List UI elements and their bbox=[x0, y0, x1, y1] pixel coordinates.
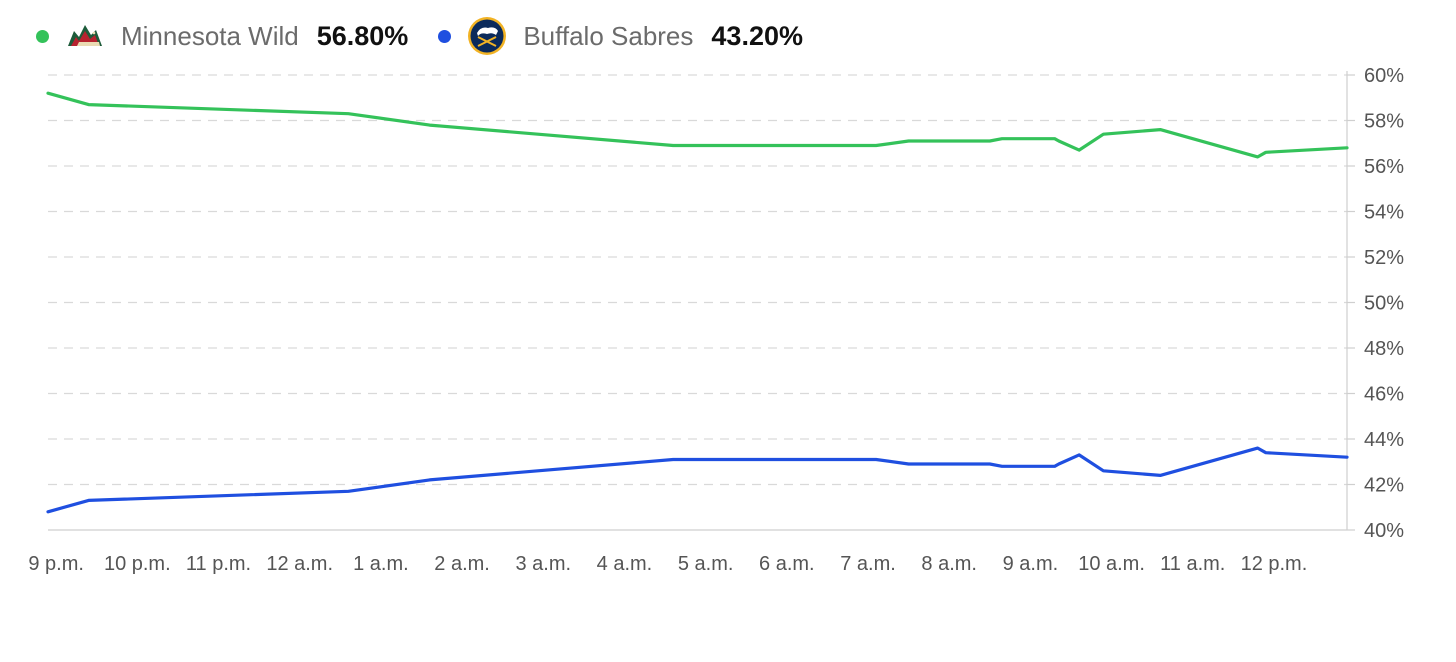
buffalo-sabres-pct: 43.20% bbox=[711, 20, 803, 51]
y-tick-label: 54% bbox=[1364, 202, 1404, 224]
y-tick-label: 52% bbox=[1364, 247, 1404, 269]
minnesota-wild-color-dot bbox=[36, 29, 49, 43]
chart-legend: Minnesota Wild 56.80% Buffalo Sabres 43.… bbox=[36, 14, 833, 58]
series-line-buffalo-sabres[interactable] bbox=[46, 446, 1349, 514]
y-tick-label: 56% bbox=[1364, 156, 1404, 178]
gridlines bbox=[48, 74, 1355, 531]
minnesota-wild-name: Minnesota Wild bbox=[121, 20, 299, 51]
y-tick-label: 46% bbox=[1364, 384, 1404, 406]
x-tick-label: 5 a.m. bbox=[678, 553, 734, 575]
series-lines bbox=[46, 91, 1349, 514]
minnesota-wild-pct: 56.80% bbox=[316, 20, 409, 51]
x-tick-label: 12 p.m. bbox=[1241, 553, 1308, 575]
x-tick-label: 12 a.m. bbox=[266, 553, 333, 575]
x-tick-label: 10 p.m. bbox=[104, 553, 171, 575]
x-tick-labels: 9 p.m. 10 p.m. 11 p.m. 12 a.m. 1 a.m. 2 a.m. 3… bbox=[28, 553, 1307, 575]
x-tick-label: 6 a.m. bbox=[759, 553, 815, 575]
x-tick-label: 11 a.m. bbox=[1160, 553, 1225, 575]
minnesota-wild-logo-icon bbox=[65, 16, 105, 56]
x-tick-label: 3 a.m. bbox=[515, 553, 571, 575]
y-tick-label: 50% bbox=[1364, 293, 1404, 315]
legend-item-minnesota-wild[interactable]: Minnesota Wild 56.80% bbox=[36, 16, 408, 56]
y-tick-labels: 60% 58% 56% 54% 52% 50% 48% 46% 44% 42% 40% bbox=[1364, 65, 1404, 542]
buffalo-sabres-color-dot bbox=[438, 29, 452, 43]
buffalo-sabres-name: Buffalo Sabres bbox=[523, 20, 694, 51]
series-line-minnesota-wild[interactable] bbox=[46, 91, 1349, 159]
x-tick-label: 4 a.m. bbox=[597, 553, 653, 575]
y-tick-label: 58% bbox=[1364, 111, 1404, 133]
y-tick-label: 60% bbox=[1364, 65, 1404, 87]
x-tick-label: 9 p.m. bbox=[28, 553, 84, 575]
x-tick-label: 9 a.m. bbox=[1003, 553, 1059, 575]
y-tick-label: 40% bbox=[1364, 520, 1404, 542]
legend-item-buffalo-sabres[interactable]: Buffalo Sabres 43.20% bbox=[438, 16, 803, 56]
x-tick-label: 10 a.m. bbox=[1078, 553, 1145, 575]
buffalo-sabres-logo-icon bbox=[467, 16, 507, 56]
x-tick-label: 8 a.m. bbox=[921, 553, 977, 575]
x-tick-label: 11 p.m. bbox=[186, 553, 251, 575]
x-tick-label: 1 a.m. bbox=[353, 553, 409, 575]
y-tick-label: 48% bbox=[1364, 338, 1404, 360]
y-tick-label: 42% bbox=[1364, 475, 1404, 497]
x-tick-label: 7 a.m. bbox=[840, 553, 896, 575]
x-tick-label: 2 a.m. bbox=[434, 553, 490, 575]
y-tick-label: 44% bbox=[1364, 429, 1404, 451]
